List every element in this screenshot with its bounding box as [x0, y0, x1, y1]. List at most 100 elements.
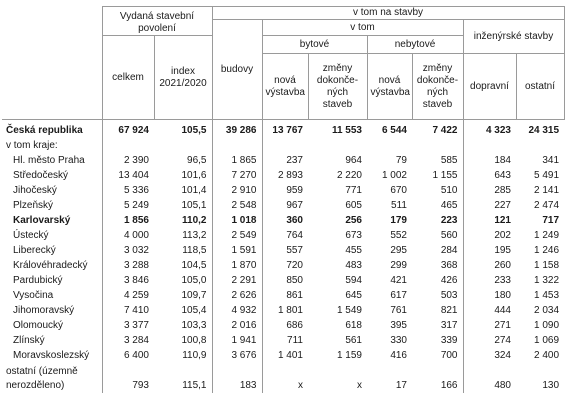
row-label: Olomoucký	[13, 319, 64, 331]
cell-byt-zmeny: 605	[345, 199, 362, 211]
cell-dopravni: 643	[462, 168, 516, 183]
cell-celkem: 6 400	[101, 348, 154, 363]
cell-celkem: 3 032	[101, 243, 154, 258]
cell-budovy: 1 865	[211, 153, 262, 168]
header-corner	[2, 6, 103, 120]
cell-dopravni: 184	[462, 153, 516, 168]
cell-ostatni: 341	[542, 154, 560, 166]
cell-byt-nova: 13 767	[261, 119, 308, 138]
cell-neb-nova: 670	[390, 184, 407, 196]
cell-neb-zmeny: 503	[440, 289, 458, 301]
header-nebytove: nebytové	[366, 35, 464, 54]
row-label: ostatní (územně nerozděleno)	[6, 366, 78, 391]
cell-byt-nova: 557	[261, 243, 308, 258]
cell-budovy: 2 291	[211, 273, 262, 288]
cell-ostatni: 2 141	[534, 184, 560, 196]
cell-neb-nova: 416	[390, 349, 407, 361]
cell-dopravni: 444	[462, 303, 516, 318]
cell-ostatni: 130	[542, 380, 560, 391]
cell-byt-zmeny: 618	[345, 319, 362, 331]
cell-byt-nova: 360	[261, 213, 308, 228]
row-label: Karlovarský	[13, 214, 71, 226]
row-label: v tom kraje:	[6, 139, 58, 151]
cell-neb-nova: 1 002	[381, 169, 407, 181]
row-label: Pardubický	[13, 274, 63, 286]
cell-index: 96,5	[187, 154, 207, 166]
cell-celkem: 2 390	[101, 153, 154, 168]
cell-byt-nova: 959	[261, 183, 308, 198]
cell-ostatni: 1 249	[534, 229, 560, 241]
header-budovy: budovy	[211, 19, 263, 120]
cell-neb-zmeny: 166	[440, 380, 458, 391]
cell-dopravni	[462, 138, 516, 153]
cell-celkem: 4 000	[101, 228, 154, 243]
cell-dopravni: 324	[462, 348, 516, 363]
cell-index: 109,7	[181, 289, 207, 301]
cell-index: 104,5	[181, 259, 207, 271]
table-row: Karlovarský 1 856 110,2 1 018 360 256 179 223 12…	[2, 213, 564, 228]
cell-neb-zmeny: 510	[440, 184, 458, 196]
cell-byt-nova: 861	[261, 288, 308, 303]
cell-budovy: 2 548	[211, 198, 262, 213]
cell-neb-zmeny: 821	[440, 304, 458, 316]
cell-neb-zmeny: 560	[440, 229, 458, 241]
cell-celkem: 13 404	[101, 168, 154, 183]
row-label: Zlínský	[13, 334, 45, 346]
row-label: Středočeský	[13, 169, 69, 181]
cell-ostatni: 1 090	[534, 319, 560, 331]
cell-byt-nova: 237	[261, 153, 308, 168]
cell-budovy: 2 016	[211, 318, 262, 333]
cell-ostatni: 1 246	[534, 244, 560, 256]
cell-byt-nova: 1 401	[261, 348, 308, 363]
cell-index: 105,1	[181, 199, 207, 211]
table-header: Vydaná stavební povolení v tom na stavby…	[2, 6, 565, 120]
table-row: Olomoucký 3 377 103,3 2 016 686 618 395 317 271 1…	[2, 318, 564, 333]
cell-budovy: 2 910	[211, 183, 262, 198]
cell-neb-nova: 511	[391, 199, 407, 211]
row-label: Královéhradecký	[13, 259, 88, 271]
row-label: Plzeňský	[13, 199, 54, 211]
cell-neb-zmeny: 465	[440, 199, 458, 211]
cell-neb-zmeny: 585	[440, 154, 458, 166]
cell-budovy: 4 932	[211, 303, 262, 318]
cell-byt-zmeny: 455	[345, 244, 362, 256]
cell-byt-zmeny: 645	[345, 289, 362, 301]
cell-celkem: 3 846	[101, 273, 154, 288]
cell-celkem: 4 259	[101, 288, 154, 303]
header-bytove: bytové	[261, 35, 368, 54]
cell-index: 100,8	[181, 334, 207, 346]
header-vydana-povoleni: Vydaná stavební povolení	[101, 6, 213, 36]
table-row: Plzeňský 5 249 105,1 2 548 967 605 511 465 227 2 …	[2, 198, 564, 213]
cell-budovy: 1 018	[211, 213, 262, 228]
header-celkem: celkem	[101, 35, 155, 120]
cell-celkem: 3 284	[101, 333, 154, 348]
table-row: Jihočeský 5 336 101,4 2 910 959 771 670 510 285 2…	[2, 183, 564, 198]
cell-byt-zmeny: 771	[345, 184, 362, 196]
table-row: Pardubický 3 846 105,0 2 291 850 594 421 426 233…	[2, 273, 564, 288]
cell-index: 113,2	[182, 229, 207, 241]
row-label: Jihomoravský	[13, 304, 75, 316]
cell-neb-nova: 179	[390, 214, 407, 226]
table-row: Královéhradecký 3 288 104,5 1 870 720 483 299 3…	[2, 258, 564, 273]
cell-byt-nova: 1 801	[261, 303, 308, 318]
cell-neb-nova: 552	[390, 229, 407, 241]
cell-budovy	[211, 138, 262, 153]
cell-dopravni: 480	[462, 363, 516, 393]
table-row: Středočeský 13 404 101,6 7 270 2 893 2 220 1 0…	[2, 168, 564, 183]
cell-budovy: 3 676	[211, 348, 262, 363]
table-row: Hl. město Praha 2 390 96,5 1 865 237 964 79 585…	[2, 153, 564, 168]
cell-ostatni: 2 474	[534, 199, 560, 211]
header-bytove-zmeny: změny dokonče-ných staveb	[307, 53, 368, 120]
cell-neb-zmeny: 1 155	[432, 169, 458, 181]
cell-byt-zmeny: 483	[345, 259, 362, 271]
cell-index: 105,5	[181, 124, 207, 136]
row-label: Česká republika	[6, 124, 83, 136]
cell-budovy: 2 626	[211, 288, 262, 303]
cell-neb-nova	[367, 138, 412, 153]
cell-byt-nova: 850	[261, 273, 308, 288]
table-row: Jihomoravský 7 410 105,4 4 932 1 801 1 549 761…	[2, 303, 564, 318]
header-nebytove-zmeny: změny dokonče-ných staveb	[411, 53, 464, 120]
cell-celkem: 67 924	[101, 119, 154, 138]
cell-byt-zmeny: 1 159	[336, 349, 362, 361]
